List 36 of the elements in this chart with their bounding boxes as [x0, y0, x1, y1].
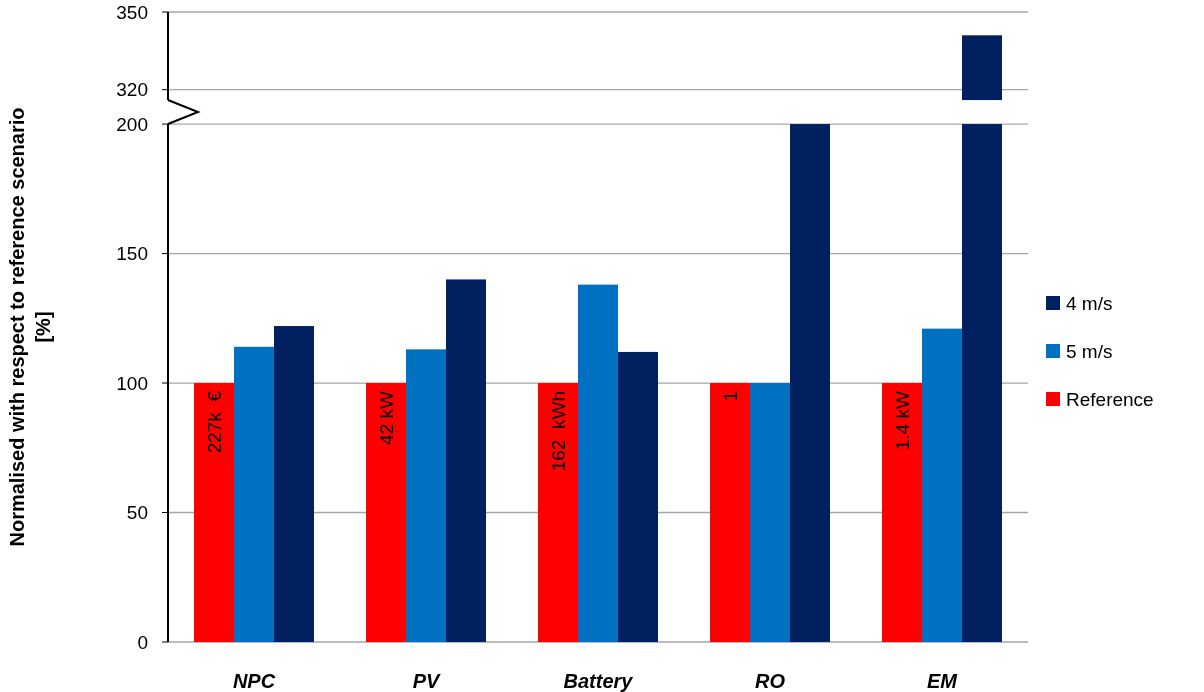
bar	[406, 349, 446, 642]
bar	[962, 124, 1002, 642]
legend-label: 5 m/s	[1066, 340, 1113, 362]
bar	[366, 383, 406, 642]
y-tick-label: 150	[116, 243, 148, 265]
bar	[578, 284, 618, 642]
y-axis-title: Normalised with respect to reference scenario [%]	[6, 107, 54, 547]
bar	[790, 124, 830, 642]
y-tick-label: 50	[126, 502, 148, 524]
y-tick-label: 320	[116, 79, 148, 101]
y-tick-label: 350	[116, 1, 148, 23]
bar	[710, 383, 750, 642]
x-tick-label: EM	[927, 670, 959, 692]
x-tick-label: NPC	[232, 670, 276, 692]
annotation: 1.4 kW	[892, 390, 913, 451]
annotation: 162 kWh	[548, 391, 569, 472]
legend-label: 4 m/s	[1066, 292, 1113, 314]
bar	[922, 328, 962, 642]
y-tick-label: 200	[116, 113, 148, 135]
bar	[446, 279, 486, 642]
x-tick-label: RO	[755, 670, 786, 692]
x-tick-label: Battery	[563, 670, 634, 692]
legend-label: Reference	[1066, 388, 1154, 410]
annotation: 1	[720, 391, 741, 402]
bar	[882, 383, 922, 642]
annotation: 227k €	[204, 390, 225, 454]
bar	[274, 326, 314, 642]
annotation: 42 kW	[376, 390, 397, 445]
bar	[194, 383, 234, 642]
bar	[538, 383, 578, 642]
y-tick-label: 0	[137, 631, 148, 653]
bar	[750, 383, 790, 642]
bar	[234, 346, 274, 642]
y-tick-label: 100	[116, 372, 148, 394]
x-tick-label: PV	[412, 670, 441, 692]
bar	[618, 351, 658, 642]
